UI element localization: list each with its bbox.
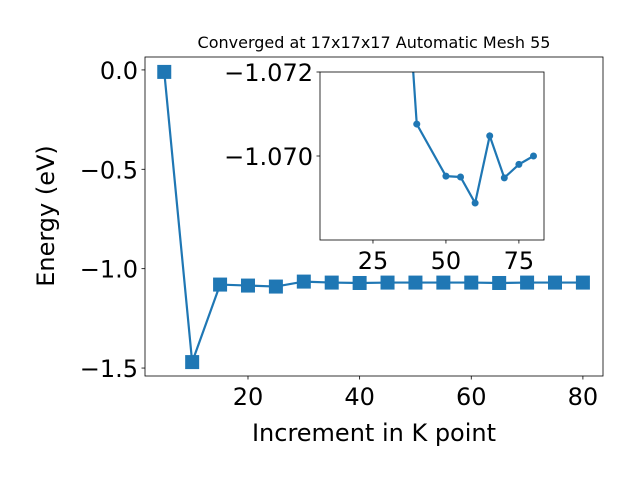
marker	[213, 277, 228, 292]
marker	[520, 275, 535, 290]
marker	[240, 278, 255, 293]
marker	[486, 132, 494, 140]
axes-frame	[144, 56, 604, 377]
y-tick-label: −1.5	[80, 355, 138, 383]
x-tick-label: 60	[456, 383, 487, 411]
marker	[268, 279, 283, 294]
x-tick-label: 25	[358, 247, 389, 275]
y-tick-label: −1.070	[224, 143, 313, 171]
y-tick-label: 0.0	[100, 57, 138, 85]
x-tick-label: 20	[233, 383, 264, 411]
marker	[296, 274, 311, 289]
y-axis-label: Energy (eV)	[32, 145, 60, 287]
marker	[492, 275, 507, 290]
chart-title: Converged at 17x17x17 Automatic Mesh 55	[198, 33, 551, 52]
marker	[324, 275, 339, 290]
marker	[575, 275, 590, 290]
y-tick-label: −0.5	[80, 156, 138, 184]
plot-area	[412, 72, 537, 207]
marker	[515, 160, 523, 168]
marker	[157, 64, 172, 79]
x-tick-label: 50	[431, 247, 462, 275]
marker	[436, 275, 451, 290]
marker	[471, 199, 479, 207]
marker	[185, 355, 200, 370]
x-tick-label: 75	[504, 247, 535, 275]
plot-area	[157, 64, 590, 370]
x-axis-label: Increment in K point	[252, 419, 496, 447]
y-tick-label: −1.072	[224, 59, 313, 87]
x-tick-label: 40	[344, 383, 375, 411]
marker	[547, 275, 562, 290]
marker	[408, 275, 423, 290]
y-tick-label: −1.0	[80, 256, 138, 284]
marker	[413, 120, 421, 128]
x-tick-label: 80	[568, 383, 599, 411]
series-line	[163, 71, 583, 363]
axes-background	[320, 72, 544, 240]
marker	[442, 172, 450, 180]
marker	[352, 275, 367, 290]
marker	[500, 174, 508, 182]
marker	[529, 152, 537, 160]
marker	[464, 275, 479, 290]
marker	[457, 173, 465, 181]
marker	[380, 275, 395, 290]
